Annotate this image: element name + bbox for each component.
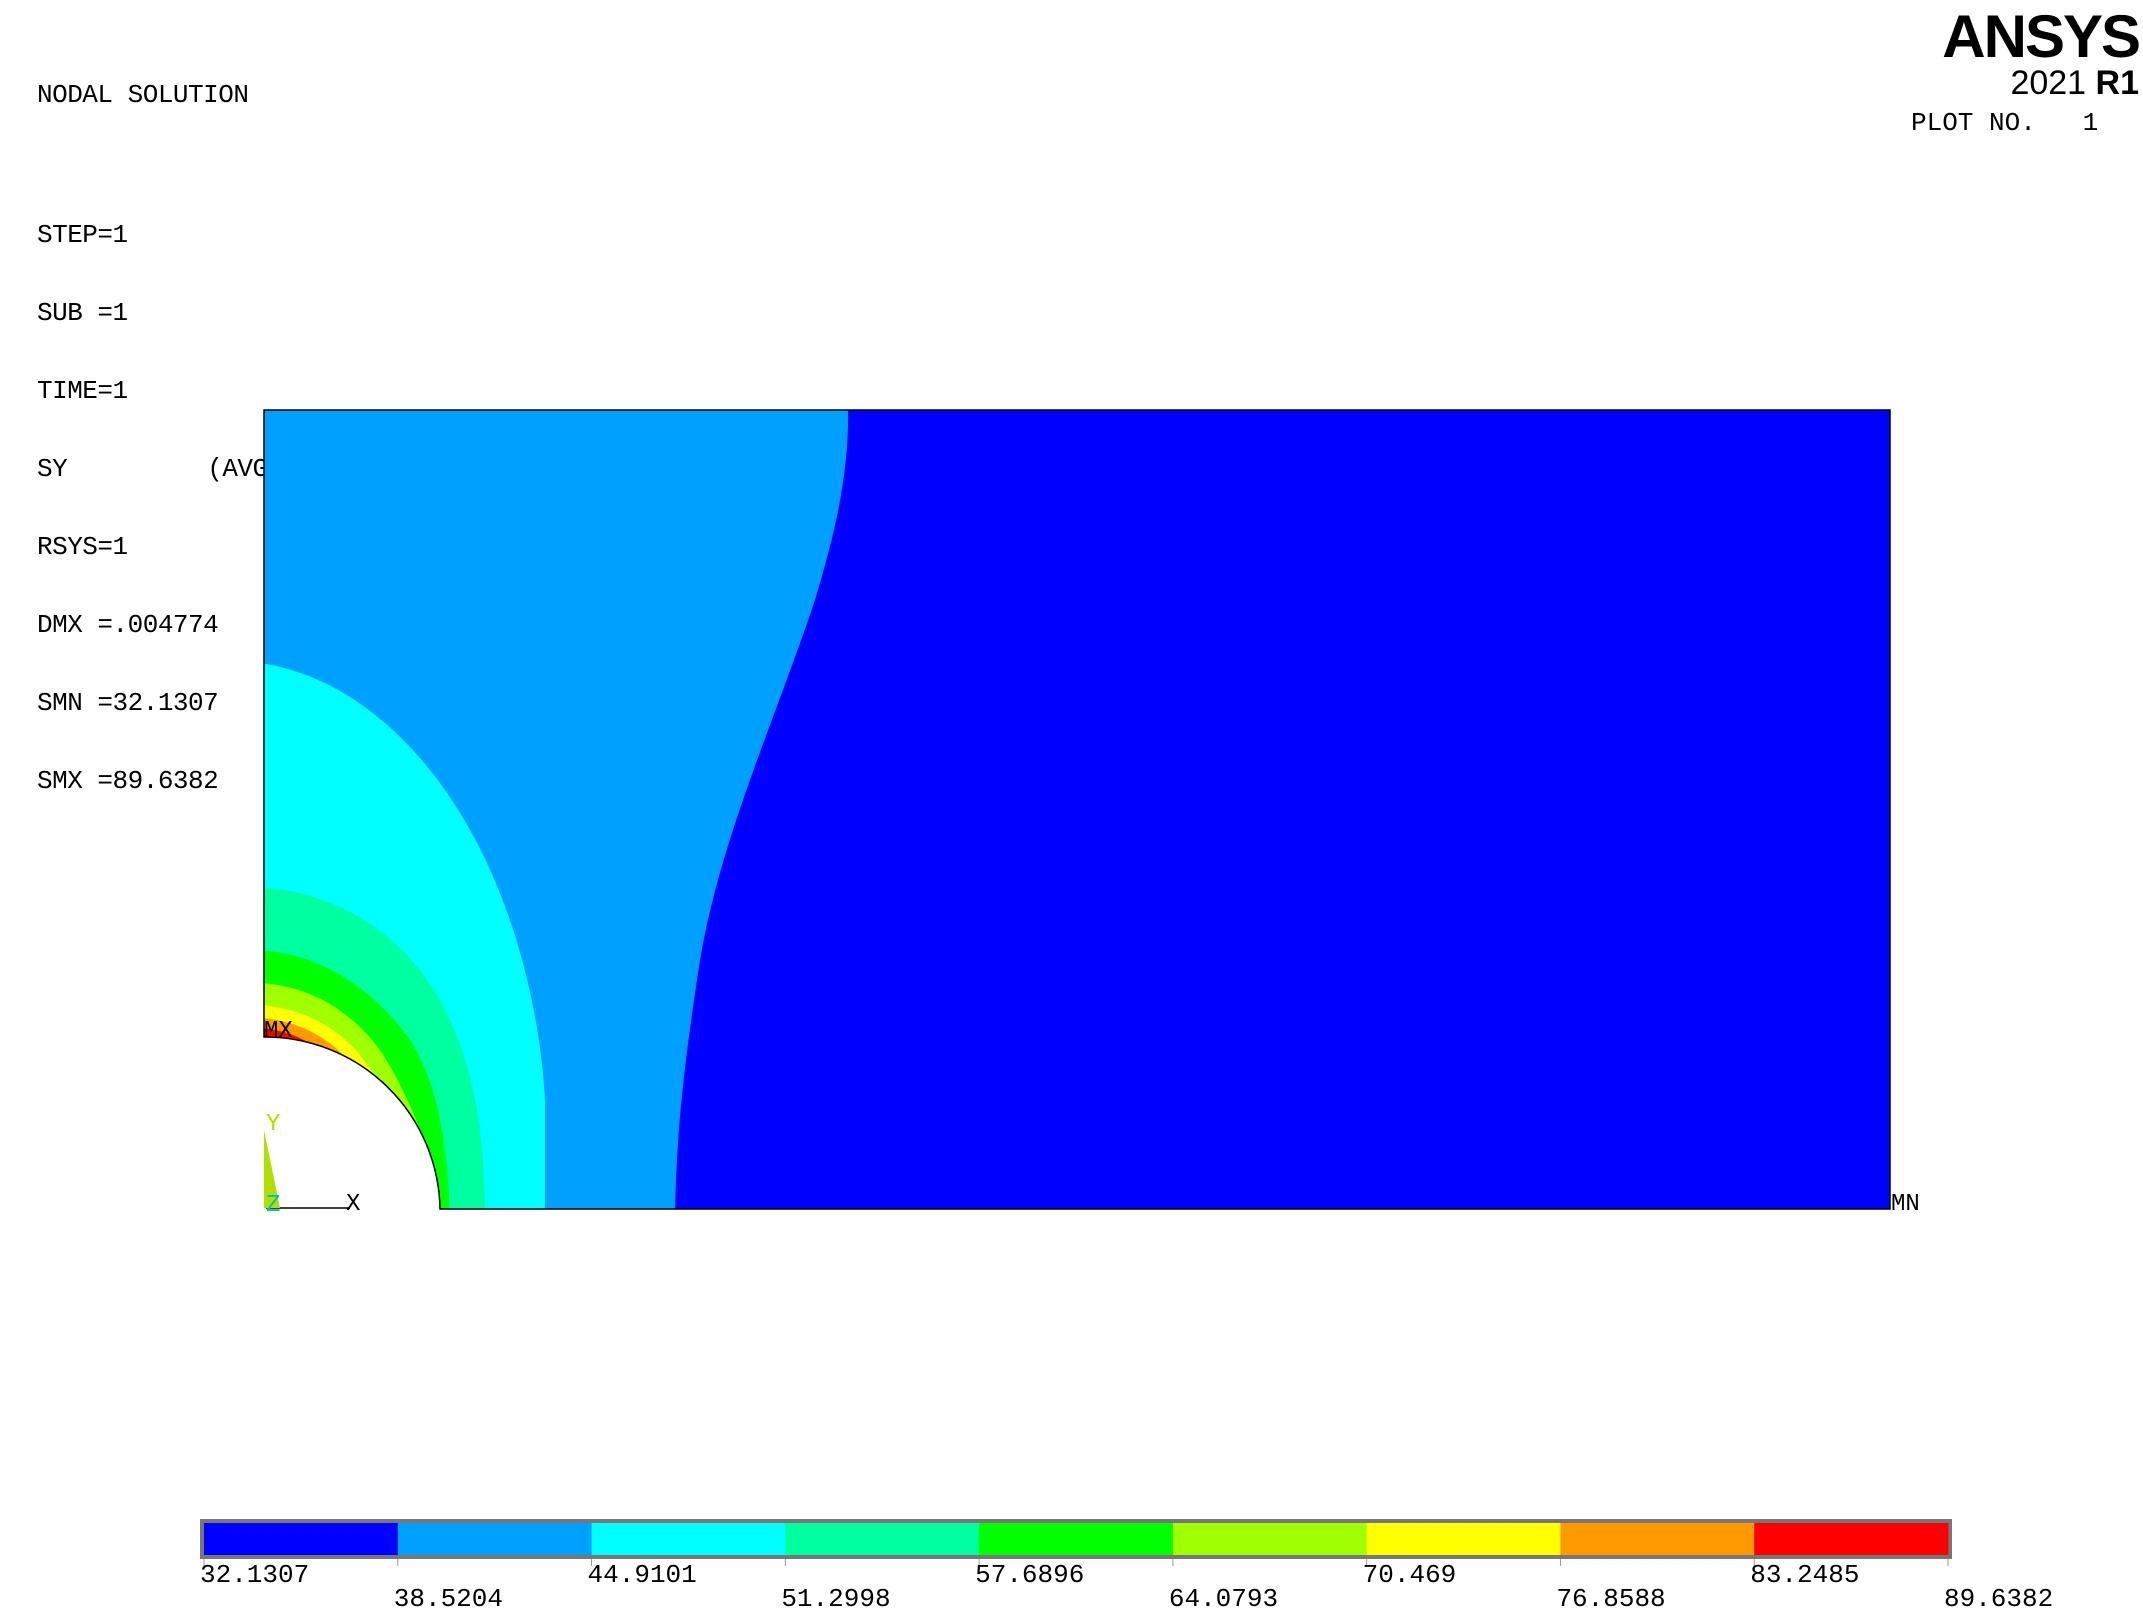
coordinate-triad: X Y Z	[264, 1111, 360, 1219]
legend-label-7: 76.8588	[1556, 1584, 1666, 1614]
legend-label-8: 83.2485	[1750, 1560, 1860, 1590]
legend-label-6: 70.469	[1362, 1560, 1457, 1590]
plate-outline	[263, 409, 1891, 1210]
legend-swatch-7	[1560, 1523, 1755, 1555]
legend-swatch-6	[1366, 1523, 1561, 1555]
logo-year: 2021	[2010, 64, 2087, 102]
triad-x-label: X	[346, 1191, 360, 1218]
legend-label-3: 51.2998	[781, 1584, 891, 1614]
solution-title: NODAL SOLUTION	[37, 80, 249, 110]
legend-label-9: 89.6382	[1944, 1584, 2054, 1614]
smn-label: SMN =32.1307	[37, 688, 219, 718]
max-marker: MX	[264, 1018, 293, 1045]
ansys-logo: ANSYS 2021 R1	[1843, 3, 2143, 101]
dmx-label: DMX =.004774	[37, 610, 219, 640]
logo-version: 2021 R1	[1843, 66, 2143, 100]
plot-number: PLOT NO. 1	[1911, 108, 2099, 138]
time-label: TIME=1	[37, 376, 128, 406]
solution-info: NODAL SOLUTION STEP=1 SUB =1 TIME=1 SY (A…	[37, 30, 283, 820]
legend-swatch-8	[1754, 1523, 1949, 1555]
legend-swatch-4	[979, 1523, 1174, 1555]
triad-y-axis	[264, 1130, 280, 1208]
legend-label-2: 44.9101	[587, 1560, 697, 1590]
triad-y-label: Y	[266, 1111, 280, 1138]
legend-label-0: 32.1307	[200, 1560, 310, 1590]
logo-release: R1	[2095, 64, 2139, 102]
legend-label-4: 57.6896	[975, 1560, 1085, 1590]
logo-name: ANSYS	[1942, 3, 2141, 70]
legend-bar	[200, 1519, 1952, 1566]
min-marker: MN	[1891, 1191, 1920, 1218]
legend-swatch-2	[591, 1523, 786, 1555]
legend-swatch-1	[397, 1523, 593, 1555]
legend-swatch-5	[1172, 1523, 1368, 1555]
legend-label-5: 64.0793	[1168, 1584, 1279, 1614]
smx-label: SMX =89.6382	[37, 766, 219, 796]
triad-z-label: Z	[266, 1192, 280, 1219]
step-label: STEP=1	[37, 220, 128, 250]
legend-swatch-0	[204, 1523, 399, 1555]
legend-swatch-3	[785, 1523, 980, 1555]
rsys-label: RSYS=1	[37, 532, 128, 562]
contour-bands	[264, 410, 1890, 1209]
sub-label: SUB =1	[37, 298, 128, 328]
quantity-label: SY	[37, 454, 68, 484]
legend-label-1: 38.5204	[393, 1584, 503, 1614]
